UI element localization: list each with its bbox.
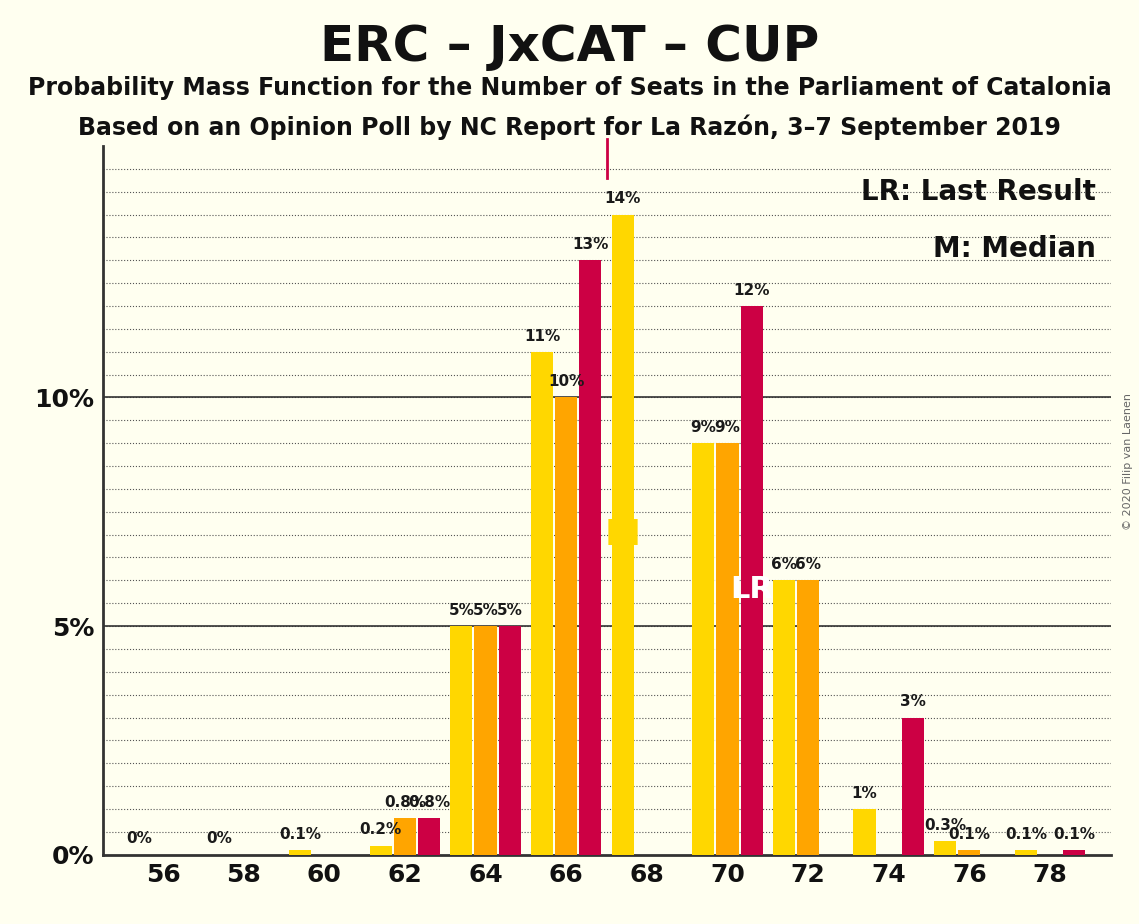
Text: M: Median: M: Median	[933, 235, 1096, 262]
Bar	[418, 818, 440, 855]
Text: 10%: 10%	[548, 374, 584, 389]
Text: 6%: 6%	[795, 557, 821, 572]
Bar	[499, 626, 521, 855]
Text: 0%: 0%	[206, 832, 232, 846]
Bar	[450, 626, 473, 855]
Bar	[853, 809, 876, 855]
Text: © 2020 Filip van Laenen: © 2020 Filip van Laenen	[1123, 394, 1133, 530]
Bar	[902, 718, 924, 855]
Text: 5%: 5%	[449, 602, 474, 618]
Text: 0.8%: 0.8%	[384, 795, 426, 810]
Bar	[612, 214, 633, 855]
Text: ERC – JxCAT – CUP: ERC – JxCAT – CUP	[320, 23, 819, 71]
Text: 5%: 5%	[497, 602, 523, 618]
Bar	[394, 818, 416, 855]
Text: LR: Last Result: LR: Last Result	[861, 178, 1096, 206]
Bar	[475, 626, 497, 855]
Text: 5%: 5%	[473, 602, 499, 618]
Bar	[289, 850, 311, 855]
Bar	[934, 841, 957, 855]
Text: 1%: 1%	[852, 785, 877, 801]
Bar	[580, 261, 601, 855]
Bar	[555, 397, 577, 855]
Text: 0.2%: 0.2%	[360, 822, 402, 837]
Text: M: M	[605, 517, 640, 552]
Text: Probability Mass Function for the Number of Seats in the Parliament of Catalonia: Probability Mass Function for the Number…	[27, 76, 1112, 100]
Text: 0.1%: 0.1%	[1005, 827, 1047, 842]
Bar	[370, 845, 392, 855]
Bar	[958, 850, 981, 855]
Bar	[693, 444, 714, 855]
Bar	[1063, 850, 1085, 855]
Text: Based on an Opinion Poll by NC Report for La Razón, 3–7 September 2019: Based on an Opinion Poll by NC Report fo…	[79, 115, 1060, 140]
Bar	[716, 444, 738, 855]
Text: 9%: 9%	[714, 420, 740, 435]
Text: 0.1%: 0.1%	[949, 827, 991, 842]
Text: 3%: 3%	[900, 694, 926, 710]
Bar	[740, 306, 763, 855]
Text: 11%: 11%	[524, 329, 560, 344]
Text: 0.1%: 0.1%	[1054, 827, 1096, 842]
Bar	[1015, 850, 1036, 855]
Bar	[797, 580, 819, 855]
Bar	[773, 580, 795, 855]
Text: 0.8%: 0.8%	[408, 795, 450, 810]
Text: LR: LR	[730, 575, 773, 604]
Text: 0.1%: 0.1%	[279, 827, 321, 842]
Text: 6%: 6%	[771, 557, 797, 572]
Text: 0.3%: 0.3%	[924, 818, 966, 833]
Text: 0%: 0%	[126, 832, 151, 846]
Bar	[531, 352, 554, 855]
Text: 12%: 12%	[734, 283, 770, 298]
Text: 14%: 14%	[605, 191, 641, 206]
Text: 13%: 13%	[572, 237, 608, 252]
Text: 9%: 9%	[690, 420, 716, 435]
